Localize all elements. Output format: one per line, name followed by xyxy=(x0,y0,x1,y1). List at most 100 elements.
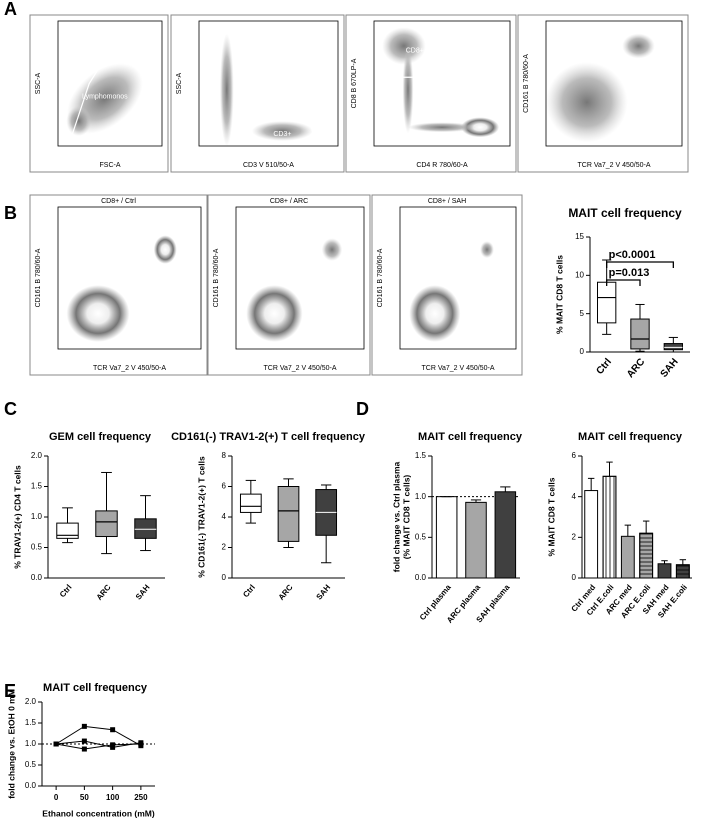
point xyxy=(110,727,116,733)
series-line xyxy=(56,743,141,750)
flow-title: CD8+ / Ctrl xyxy=(101,198,136,205)
bar-hatch xyxy=(675,564,690,579)
panel-label: C xyxy=(4,399,17,419)
significance-bracket xyxy=(606,279,641,286)
y-tick-label: 0 xyxy=(580,347,585,356)
gate-label: Lymphomonos xyxy=(82,94,128,101)
chart-title: CD161(-) TRAV1-2(+) T cell frequency xyxy=(171,431,366,443)
flow-title: CD8+ / ARC xyxy=(270,198,308,205)
y-axis-label: % CD161(-) TRAV1-2(+) T cells xyxy=(196,456,206,578)
x-tick-label: 50 xyxy=(80,793,89,802)
y-tick-label: 0.5 xyxy=(415,532,427,541)
y-axis-label: % MAIT CD8 T cells xyxy=(546,477,556,556)
cell-cloud xyxy=(219,33,234,146)
x-tick-label: Ctrl xyxy=(241,583,257,599)
panel-label: A xyxy=(4,0,17,19)
y-tick-label: 10 xyxy=(575,270,584,279)
gate-label: MAIT on CD8+ xyxy=(309,211,355,218)
gate xyxy=(616,22,672,66)
bar-hatch xyxy=(639,532,654,579)
gate-label: CD8+ xyxy=(406,47,424,54)
gate-percent: 11.3% xyxy=(170,273,192,282)
x-tick-label: ARC xyxy=(625,357,647,381)
cell-cloud xyxy=(321,238,343,261)
x-axis-label: Ethanol concentration (mM) xyxy=(42,808,155,818)
chart-title: GEM cell frequency xyxy=(49,431,152,443)
y-tick-label: 0 xyxy=(572,573,577,582)
chart-title: MAIT cell frequency xyxy=(578,431,683,443)
y-tick-label: 0.5 xyxy=(31,543,43,552)
flow-x-label: TCR Va7_2 V 450/50-A xyxy=(93,365,166,372)
gate xyxy=(468,213,514,268)
y-axis-label: (% MAIT CD8 T cells) xyxy=(401,475,411,560)
x-tick-label: SAH xyxy=(659,357,681,380)
y-tick-label: 1.0 xyxy=(25,739,37,748)
y-tick-label: 2 xyxy=(222,543,227,552)
flow-y-label: SSC-A xyxy=(35,72,42,94)
gate-label: CD3+ xyxy=(273,131,291,138)
panel-label: D xyxy=(356,399,369,419)
y-tick-label: 15 xyxy=(575,232,584,241)
cell-cloud xyxy=(622,33,655,59)
cell-cloud xyxy=(246,285,303,342)
chart-title: MAIT cell frequency xyxy=(43,682,148,694)
y-axis-label: % TRAV1-2(+) CD4 T cells xyxy=(12,465,22,569)
chart-title: MAIT cell frequency xyxy=(418,431,523,443)
bar xyxy=(465,501,487,579)
x-tick-label: 250 xyxy=(134,793,148,802)
y-tick-label: 0.0 xyxy=(31,573,43,582)
flow-y-label: SSC-A xyxy=(176,72,183,94)
y-tick-label: 6 xyxy=(222,482,227,491)
flow-y-label: CD161 B 780/60-A xyxy=(213,248,220,307)
point xyxy=(53,741,59,747)
flow-y-label: CD161 B 780/60-A xyxy=(377,248,384,307)
y-axis-label: fold change vs. EtOH 0 mM xyxy=(6,689,16,799)
y-tick-label: 0.0 xyxy=(415,573,427,582)
flow-x-label: TCR Va7_2 V 450/50-A xyxy=(577,162,650,169)
x-tick-label: SAH xyxy=(315,583,333,602)
significance-label: p=0.013 xyxy=(609,267,650,279)
y-tick-label: 2.0 xyxy=(31,451,43,460)
point xyxy=(81,723,87,729)
series-line xyxy=(56,740,141,748)
gate xyxy=(380,22,443,78)
flow-x-label: TCR Va7_2 V 450/50-A xyxy=(263,365,336,372)
y-tick-label: 5 xyxy=(580,309,585,318)
flow-plot: MAIT on CD8+ CD8+ / SAH 1.8% TCR Va7_2 V 45… xyxy=(371,194,523,376)
y-tick-label: 1.5 xyxy=(415,451,427,460)
cell-cloud xyxy=(66,106,92,136)
gate-label: MAIT on CD8+ xyxy=(625,26,671,33)
flow-title: CD8+ / SAH xyxy=(428,198,466,205)
y-tick-label: 0.5 xyxy=(25,760,37,769)
chart-title: MAIT cell frequency xyxy=(568,206,682,220)
cell-cloud xyxy=(251,121,313,141)
cell-cloud xyxy=(66,285,130,342)
y-tick-label: 0.0 xyxy=(25,781,37,790)
gate-percent: 1.8% xyxy=(491,273,509,282)
gate-label: MAIT on CD8+ xyxy=(142,211,188,218)
box xyxy=(95,510,118,538)
cell-cloud xyxy=(382,27,426,65)
flow-plot: MAIT on CD8+CD8+ / ARC 3.8% TCR Va7_2 V 45… xyxy=(207,194,371,376)
box xyxy=(663,343,684,351)
y-axis-label: % MAIT CD8 T cells xyxy=(554,255,564,334)
y-tick-label: 2 xyxy=(572,532,577,541)
box xyxy=(277,486,300,542)
series-line xyxy=(55,725,142,747)
point xyxy=(138,741,144,747)
y-axis-label: fold change vs. Ctrl plasma xyxy=(391,461,401,572)
significance-bracket xyxy=(606,261,674,268)
flow-x-label: CD4 R 780/60-A xyxy=(416,162,468,169)
flow-y-label: CD8 B 670LP-A xyxy=(351,58,358,108)
point xyxy=(110,744,116,750)
point xyxy=(81,738,87,744)
flow-y-label: CD161 B 780/60-A xyxy=(523,54,530,113)
cell-cloud xyxy=(461,117,500,138)
y-tick-label: 1.5 xyxy=(25,718,37,727)
cell-cloud xyxy=(408,122,476,133)
cell-cloud xyxy=(409,285,461,342)
flow-plot: Lymphomonos FSC-A SSC-A xyxy=(29,14,169,173)
x-tick-label: SAH xyxy=(134,583,152,602)
x-tick-label: 0 xyxy=(54,793,59,802)
bar xyxy=(584,490,599,579)
